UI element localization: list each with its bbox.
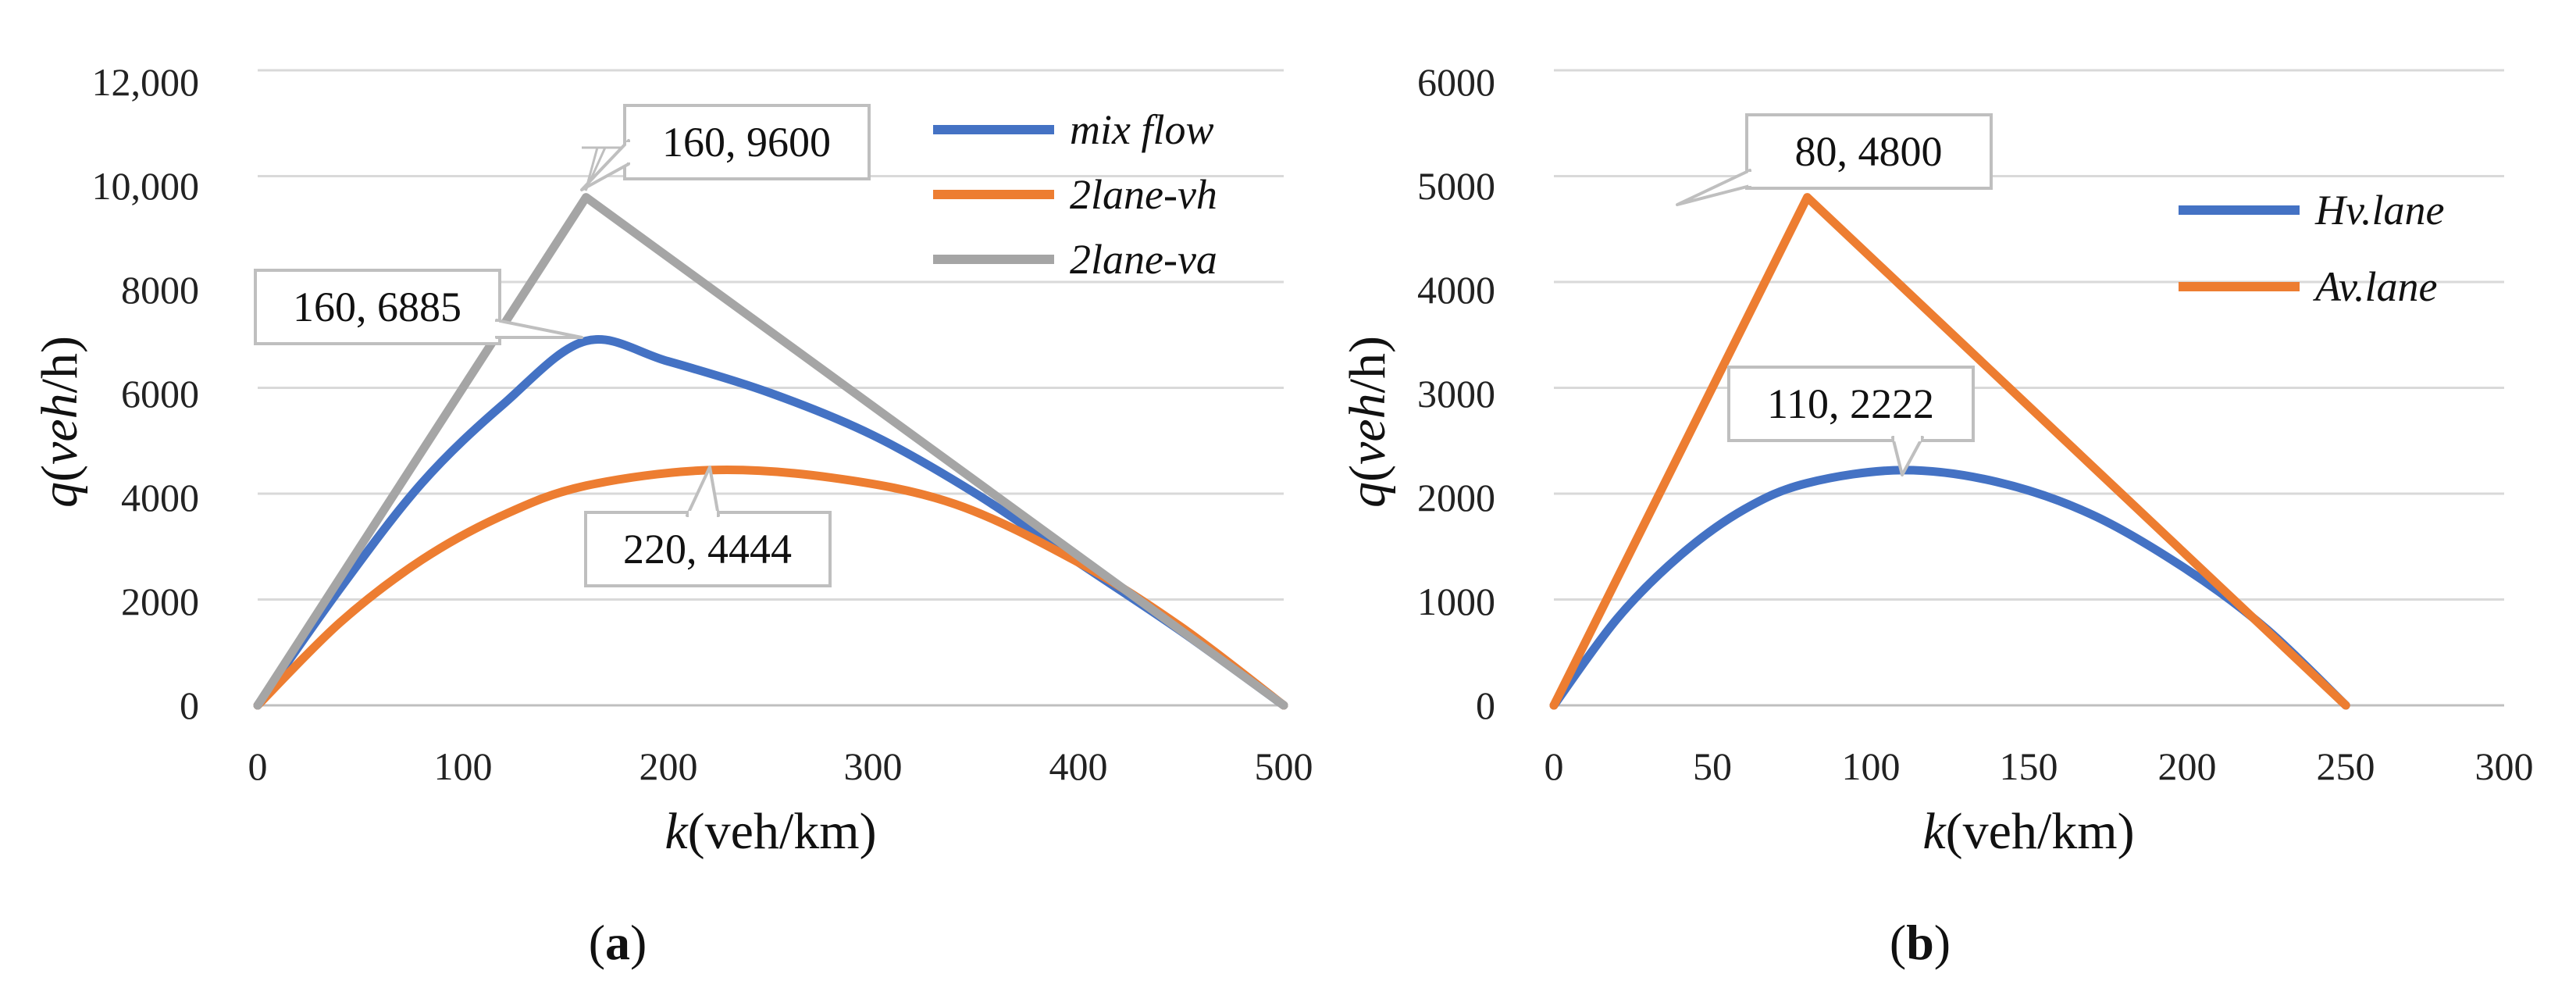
series-line-hv-lane bbox=[1549, 466, 2350, 710]
panel-a-xtick-label: 400 bbox=[1049, 744, 1108, 788]
panel-a-xlabel-var: k bbox=[664, 803, 689, 860]
panel-b-ylabel-var: q bbox=[1339, 482, 1396, 508]
panel-b-xtick-label: 200 bbox=[2158, 744, 2217, 788]
panel-a-xtick-label: 200 bbox=[640, 744, 698, 788]
panel-a-callout-160-6885: 160, 6885 bbox=[254, 269, 583, 345]
panel-a-ytick-label: 10,000 bbox=[92, 164, 200, 208]
panel-b-label: (b) bbox=[1890, 915, 1951, 970]
legend-label-2lane-va: 2lane-va bbox=[1070, 236, 1217, 283]
callout-label-220-4444: 220, 4444 bbox=[623, 526, 792, 573]
series-line-2lane-va bbox=[253, 193, 1288, 710]
panel-a-xtick-label: 300 bbox=[844, 744, 903, 788]
panel-a-callout-220-4444: 220, 4444 bbox=[584, 466, 832, 587]
panel-b-ytick-label: 0 bbox=[1476, 683, 1495, 727]
callout-label-110-2222: 110, 2222 bbox=[1767, 380, 1934, 427]
callout-label-160-9600: 160, 9600 bbox=[662, 119, 831, 166]
panel-b-xtick-label: 150 bbox=[2000, 744, 2058, 788]
panel-a-ytick-label: 2000 bbox=[121, 580, 199, 623]
panel-a-ylabel: q(veh/h) bbox=[31, 336, 88, 508]
panel-a-xlabel: k(veh/km) bbox=[664, 803, 876, 860]
panel-a-ytick-label: 0 bbox=[180, 683, 199, 727]
panel-a-legend: mix flow 2lane-vh 2lane-va bbox=[933, 106, 1217, 283]
panel-b-xlabel-var: k bbox=[1922, 803, 1947, 860]
panel-b-ylabel: q(veh/h) bbox=[1339, 336, 1396, 508]
panel-a-ytick-label: 4000 bbox=[121, 476, 199, 519]
panel-b-callout-110-2222: 110, 2222 bbox=[1727, 366, 1975, 476]
legend-label-av-lane: Av.lane bbox=[2313, 263, 2437, 310]
panel-a-xtick-label: 0 bbox=[248, 744, 268, 788]
panel-b-ylabel-open: ( bbox=[1339, 465, 1396, 482]
panel-b: 0 1000 2000 3000 4000 5000 6000 0 50 100… bbox=[1339, 60, 2534, 970]
callout-label-80-4800: 80, 4800 bbox=[1795, 128, 1943, 175]
panel-b-xtick-label: 250 bbox=[2317, 744, 2375, 788]
panel-b-ylabel-unit: /h) bbox=[1339, 336, 1396, 393]
panel-a-ytick-label: 6000 bbox=[121, 372, 199, 416]
panel-b-legend: Hv.lane Av.lane bbox=[2179, 187, 2444, 310]
panel-b-xlabel-unit: (veh/km) bbox=[1946, 803, 2135, 860]
panel-b-ytick-label: 5000 bbox=[1417, 164, 1495, 208]
panel-a-ytick-label: 12,000 bbox=[92, 60, 200, 104]
panel-a-xlabel-unit: (veh/km) bbox=[688, 803, 877, 860]
panel-b-ytick-label: 4000 bbox=[1417, 268, 1495, 312]
series-line-2lane-vh bbox=[253, 466, 1288, 710]
panel-b-ylabel-italic: veh bbox=[1339, 393, 1396, 465]
panel-a-ylabel-unit: /h) bbox=[31, 336, 88, 393]
panel-b-ytick-label: 2000 bbox=[1417, 476, 1495, 519]
panel-a-callout-160-9600: 160, 9600 bbox=[580, 104, 871, 191]
callout-label-160-6885: 160, 6885 bbox=[293, 284, 461, 330]
panel-b-callout-80-4800: 80, 4800 bbox=[1676, 113, 1993, 206]
legend-label-hv-lane: Hv.lane bbox=[2314, 187, 2444, 234]
panel-a-ylabel-open: ( bbox=[31, 465, 88, 482]
panel-a-label-letter: a bbox=[605, 915, 630, 970]
panel-b-xtick-label: 50 bbox=[1693, 744, 1732, 788]
panel-a-ylabel-italic: veh bbox=[31, 393, 88, 465]
panel-b-xtick-label: 0 bbox=[1545, 744, 1564, 788]
panel-a-label: (a) bbox=[589, 915, 647, 970]
panel-b-xtick-label: 100 bbox=[1842, 744, 1901, 788]
legend-label-mix-flow: mix flow bbox=[1070, 106, 1214, 153]
panel-b-xtick-label: 300 bbox=[2475, 744, 2534, 788]
legend-label-2lane-vh: 2lane-vh bbox=[1070, 171, 1217, 218]
panel-a-xtick-label: 500 bbox=[1255, 744, 1313, 788]
panel-b-gridlines bbox=[1554, 69, 2504, 707]
panel-a-ylabel-var: q bbox=[31, 482, 88, 508]
panel-b-xlabel: k(veh/km) bbox=[1922, 803, 2134, 860]
panel-a-xtick-label: 100 bbox=[434, 744, 493, 788]
panel-a-ytick-label: 8000 bbox=[121, 268, 199, 312]
panel-b-ytick-label: 3000 bbox=[1417, 372, 1495, 416]
panel-b-ytick-label: 6000 bbox=[1417, 60, 1495, 104]
panel-a: 0 2000 4000 6000 8000 10,000 12,000 0 10… bbox=[31, 60, 1313, 970]
panel-b-label-letter: b bbox=[1906, 915, 1934, 970]
panel-b-ytick-label: 1000 bbox=[1417, 580, 1495, 623]
series-line-av-lane bbox=[1549, 193, 2350, 710]
